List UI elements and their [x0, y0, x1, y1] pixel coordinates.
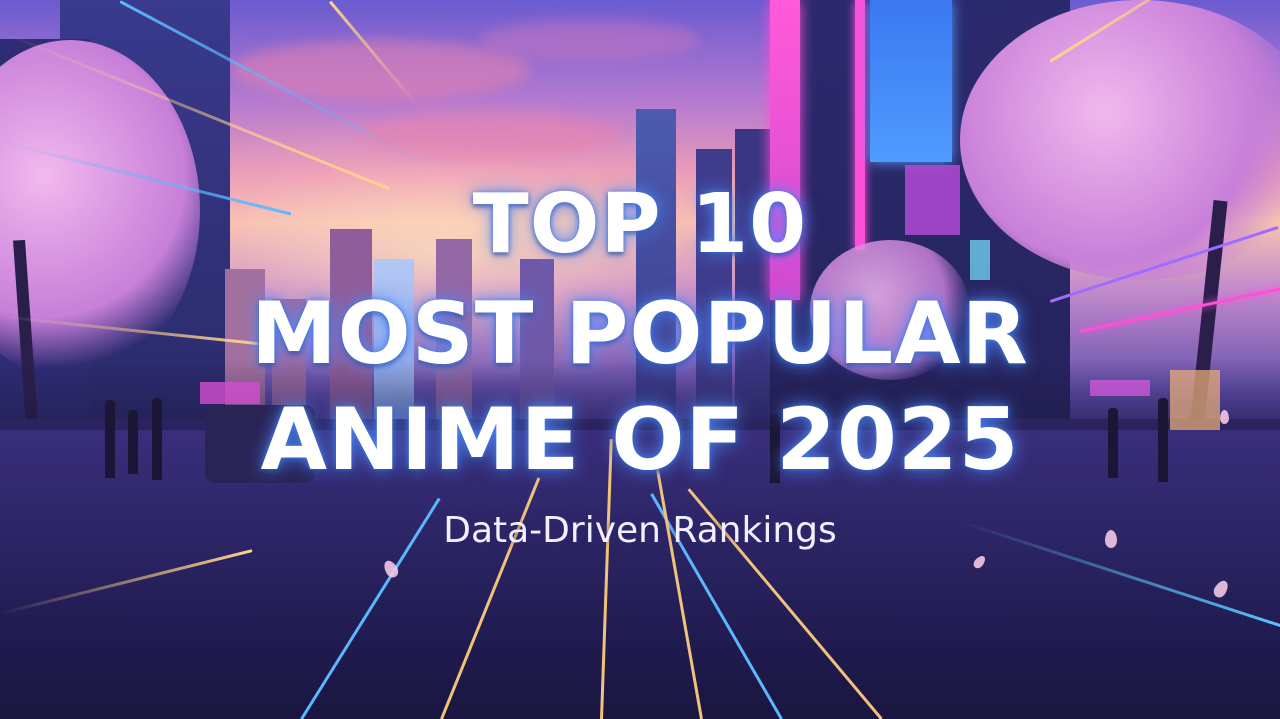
cloud — [230, 40, 530, 100]
shop-sign — [1090, 380, 1150, 396]
neon-billboard — [870, 0, 952, 162]
pedestrian — [152, 398, 162, 480]
title-line-3: ANIME OF 2025 — [260, 390, 1020, 490]
title-line-2: MOST POPULAR — [251, 284, 1029, 384]
neon-pillar — [855, 0, 865, 250]
petal — [1105, 530, 1117, 548]
shop-sign — [200, 382, 260, 404]
neon-sign — [905, 165, 960, 235]
cherry-tree-mid — [810, 240, 970, 380]
subtitle: Data-Driven Rankings — [443, 510, 837, 551]
neon-sign — [970, 240, 990, 280]
neon-pillar — [770, 0, 800, 300]
car — [205, 405, 315, 483]
cloud — [360, 110, 620, 160]
cloud — [480, 20, 700, 60]
petal — [1220, 410, 1229, 424]
pedestrian — [1158, 398, 1168, 482]
sunset-glow — [220, 120, 780, 380]
shop-window — [1170, 370, 1220, 430]
cherry-tree-right — [960, 0, 1280, 280]
pedestrian — [128, 410, 138, 474]
pedestrian — [770, 415, 780, 483]
pedestrian — [1108, 408, 1118, 478]
pedestrian — [105, 400, 115, 478]
title-line-1: TOP 10 — [472, 177, 808, 272]
